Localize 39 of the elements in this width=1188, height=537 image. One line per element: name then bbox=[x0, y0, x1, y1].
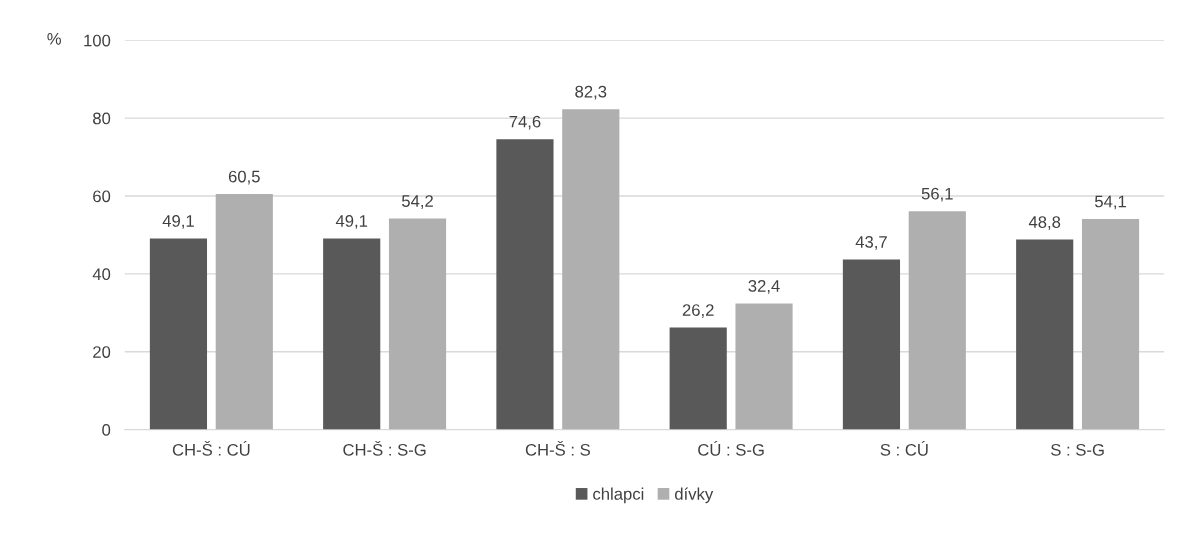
data-label: 74,6 bbox=[509, 115, 541, 130]
data-label: 26,2 bbox=[682, 304, 714, 318]
legend-label: dívky bbox=[675, 487, 714, 504]
data-label: 60,5 bbox=[228, 170, 260, 185]
bar bbox=[215, 194, 273, 430]
bar bbox=[149, 238, 208, 430]
bar bbox=[388, 218, 447, 430]
y-tick-label: 40 bbox=[92, 268, 111, 281]
bar bbox=[1016, 239, 1074, 430]
x-tick-label: CH-Š : S bbox=[525, 441, 590, 456]
y-axis-title: % bbox=[47, 33, 61, 45]
bar bbox=[669, 327, 727, 430]
x-tick-label: CH-Š : CÚ bbox=[172, 441, 250, 456]
data-label: 49,1 bbox=[162, 215, 194, 229]
y-tick-label: 80 bbox=[93, 112, 111, 125]
data-label: 56,1 bbox=[921, 187, 953, 202]
bar bbox=[735, 303, 793, 430]
bar bbox=[1081, 218, 1140, 430]
data-label: 54,1 bbox=[1094, 195, 1126, 210]
data-label: 49,1 bbox=[335, 215, 368, 229]
x-tick-label: CÚ : S-G bbox=[698, 441, 764, 456]
data-label: 82,3 bbox=[575, 85, 607, 100]
y-tick-label: 0 bbox=[102, 424, 111, 436]
bar bbox=[562, 109, 620, 430]
bar bbox=[842, 259, 901, 430]
y-tick-label: 20 bbox=[93, 346, 111, 358]
bar bbox=[323, 238, 381, 430]
legend-label: chlapci bbox=[593, 487, 644, 504]
bar bbox=[496, 139, 554, 430]
x-tick-label: S : S-G bbox=[1051, 443, 1104, 456]
x-tick-label: CH-Š : S-G bbox=[343, 441, 426, 456]
x-tick-label: S : CÚ bbox=[880, 441, 928, 456]
data-label: 43,7 bbox=[855, 236, 887, 250]
y-tick-label: 60 bbox=[93, 190, 111, 203]
data-label: 48,8 bbox=[1028, 216, 1061, 230]
data-label: 54,2 bbox=[401, 195, 433, 209]
y-tick-label: 100 bbox=[84, 34, 111, 47]
data-label: 32,4 bbox=[748, 280, 780, 294]
bar bbox=[908, 211, 966, 430]
